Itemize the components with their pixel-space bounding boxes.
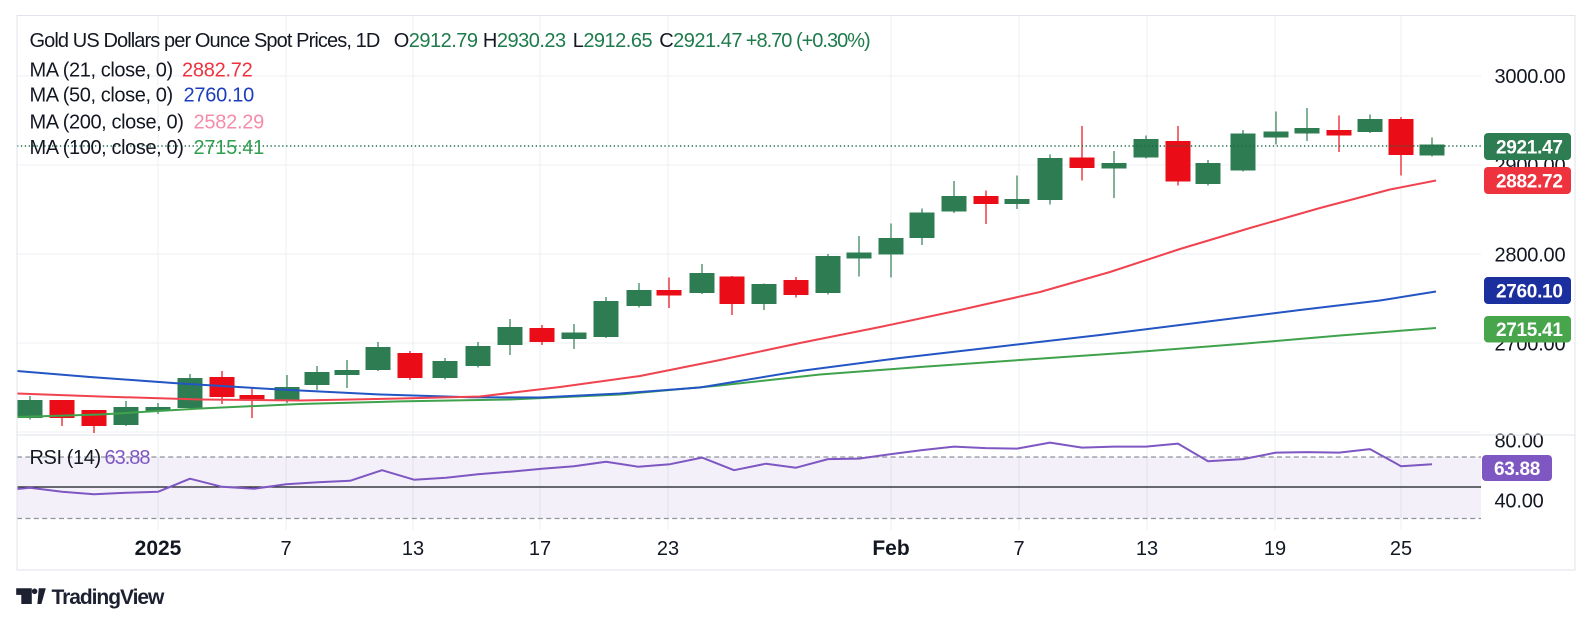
svg-text:80.00: 80.00 xyxy=(1495,431,1544,453)
svg-text:MA (50, close, 0): MA (50, close, 0) xyxy=(30,85,173,107)
svg-text:2582.29: 2582.29 xyxy=(194,112,265,134)
svg-text:TradingView: TradingView xyxy=(52,586,165,609)
svg-text:2715.41: 2715.41 xyxy=(1496,320,1563,341)
svg-text:2715.41: 2715.41 xyxy=(194,137,265,159)
svg-text:13: 13 xyxy=(1136,538,1158,560)
svg-text:7: 7 xyxy=(1013,538,1024,560)
svg-text:2025: 2025 xyxy=(135,537,182,560)
svg-text:40.00: 40.00 xyxy=(1495,491,1544,513)
svg-text:L2912.65: L2912.65 xyxy=(573,30,653,52)
svg-text:25: 25 xyxy=(1390,538,1412,560)
svg-text:MA (21, close, 0): MA (21, close, 0) xyxy=(30,60,173,82)
svg-text:2760.10: 2760.10 xyxy=(184,85,255,107)
svg-text:13: 13 xyxy=(402,538,424,560)
svg-text:2882.72: 2882.72 xyxy=(1496,171,1563,192)
svg-text:2921.47: 2921.47 xyxy=(1496,137,1563,158)
svg-text:MA (100, close, 0): MA (100, close, 0) xyxy=(30,137,184,159)
svg-text:O2912.79: O2912.79 xyxy=(394,30,478,52)
svg-text:7: 7 xyxy=(280,538,291,560)
svg-text:RSI (14): RSI (14) xyxy=(30,447,101,469)
svg-text:MA (200, close, 0): MA (200, close, 0) xyxy=(30,112,184,134)
svg-text:+8.70 (+0.30%): +8.70 (+0.30%) xyxy=(746,30,870,52)
svg-text:17: 17 xyxy=(529,538,551,560)
svg-text:23: 23 xyxy=(657,538,679,560)
svg-text:3000.00: 3000.00 xyxy=(1495,66,1566,88)
svg-text:Feb: Feb xyxy=(872,537,909,560)
svg-text:H2930.23: H2930.23 xyxy=(483,30,566,52)
svg-text:63.88: 63.88 xyxy=(105,447,151,469)
svg-text:63.88: 63.88 xyxy=(1494,459,1540,480)
svg-text:Gold US Dollars per Ounce Spot: Gold US Dollars per Ounce Spot Prices, 1… xyxy=(30,30,380,52)
svg-text:2882.72: 2882.72 xyxy=(182,60,253,82)
svg-text:2800.00: 2800.00 xyxy=(1495,245,1566,267)
svg-text:2760.10: 2760.10 xyxy=(1496,281,1563,302)
svg-text:19: 19 xyxy=(1264,538,1286,560)
svg-text:C2921.47: C2921.47 xyxy=(659,30,742,52)
